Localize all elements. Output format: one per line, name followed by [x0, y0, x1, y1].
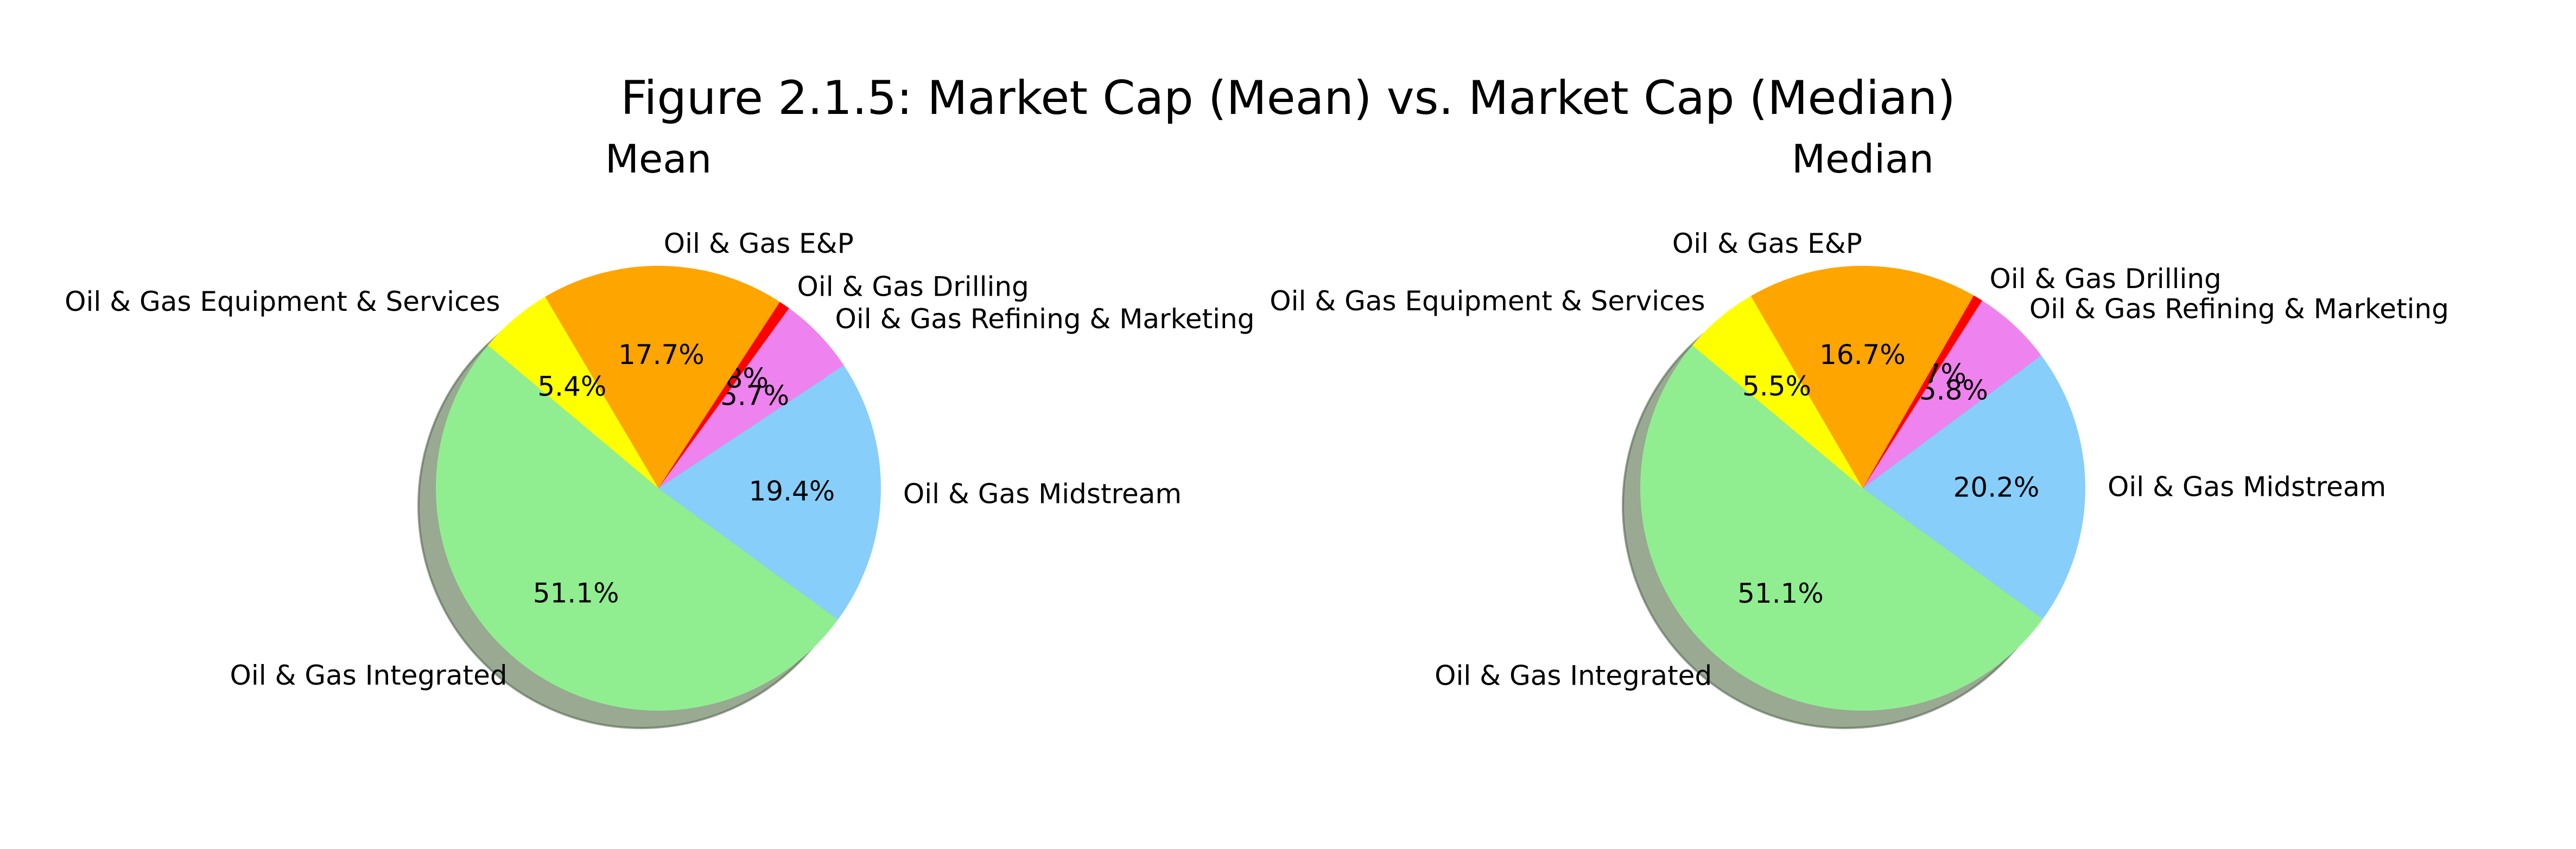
- pie-pct-label: 5.5%: [1742, 371, 1811, 402]
- pie-category-label: Oil & Gas Drilling: [1990, 263, 2222, 295]
- pie-slice-oil-and-gas-integrated: [1640, 345, 2043, 711]
- pie-slice-oil-and-gas-drilling: [658, 302, 789, 488]
- pie-slice-oil-and-gas-integrated: [435, 345, 838, 711]
- pie-slice-oil-and-gas-equipment-and-services: [487, 297, 658, 488]
- pie-slice-oil-and-gas-midstream: [1863, 355, 2085, 620]
- pie-category-label: Oil & Gas Refining & Marketing: [835, 303, 1255, 335]
- pie-category-label: Oil & Gas Drilling: [797, 271, 1029, 302]
- pie-pct-label: 5.4%: [537, 371, 606, 402]
- pie-slice-oil-and-gas-refining-and-marketing: [658, 308, 844, 488]
- pie-title: Mean: [605, 136, 712, 182]
- pie-pct-label: 51.1%: [533, 578, 619, 609]
- pie-pct-label: 16.7%: [1819, 339, 1906, 371]
- pie-category-label: Oil & Gas Integrated: [1435, 660, 1712, 691]
- pie-slice-oil-and-gas-drilling: [1863, 295, 1982, 488]
- pie-slice-oil-and-gas-midstream: [658, 365, 881, 620]
- pie-category-label: Oil & Gas Midstream: [903, 478, 1182, 510]
- pie-category-label: Oil & Gas E&P: [1672, 228, 1862, 259]
- pie-pct-label: 20.2%: [1953, 472, 2040, 503]
- pie-category-label: Oil & Gas Equipment & Services: [1270, 285, 1705, 317]
- pie-category-label: Oil & Gas Equipment & Services: [65, 286, 500, 317]
- pie-category-label: Oil & Gas Refining & Marketing: [2029, 293, 2449, 325]
- pie-category-label: Oil & Gas Midstream: [2108, 471, 2386, 503]
- pie-category-label: Oil & Gas E&P: [664, 228, 854, 259]
- pie-slice-oil-and-gas-equipment-and-services: [1692, 296, 1863, 488]
- pie-chart-median: Median 51.1% Oil & Gas Integrated 20.2% Oil …: [1270, 136, 2449, 729]
- pie-chart-mean: Mean 51.1% Oil & Gas Integrated 19.4% Oil & …: [65, 136, 1255, 729]
- pie-pct-label: 19.4%: [748, 476, 835, 507]
- pie-slice-oil-and-gas-eandp: [1750, 266, 1974, 488]
- figure-title: Figure 2.1.5: Market Cap (Mean) vs. Mark…: [620, 71, 1955, 125]
- pie-title: Median: [1792, 136, 1934, 182]
- pie-pct-label: 17.7%: [618, 339, 705, 371]
- pie-slice-oil-and-gas-refining-and-marketing: [1863, 300, 2041, 488]
- pie-pct-label: 51.1%: [1737, 578, 1824, 609]
- pie-slice-oil-and-gas-eandp: [545, 266, 780, 488]
- pie-category-label: Oil & Gas Integrated: [230, 660, 507, 691]
